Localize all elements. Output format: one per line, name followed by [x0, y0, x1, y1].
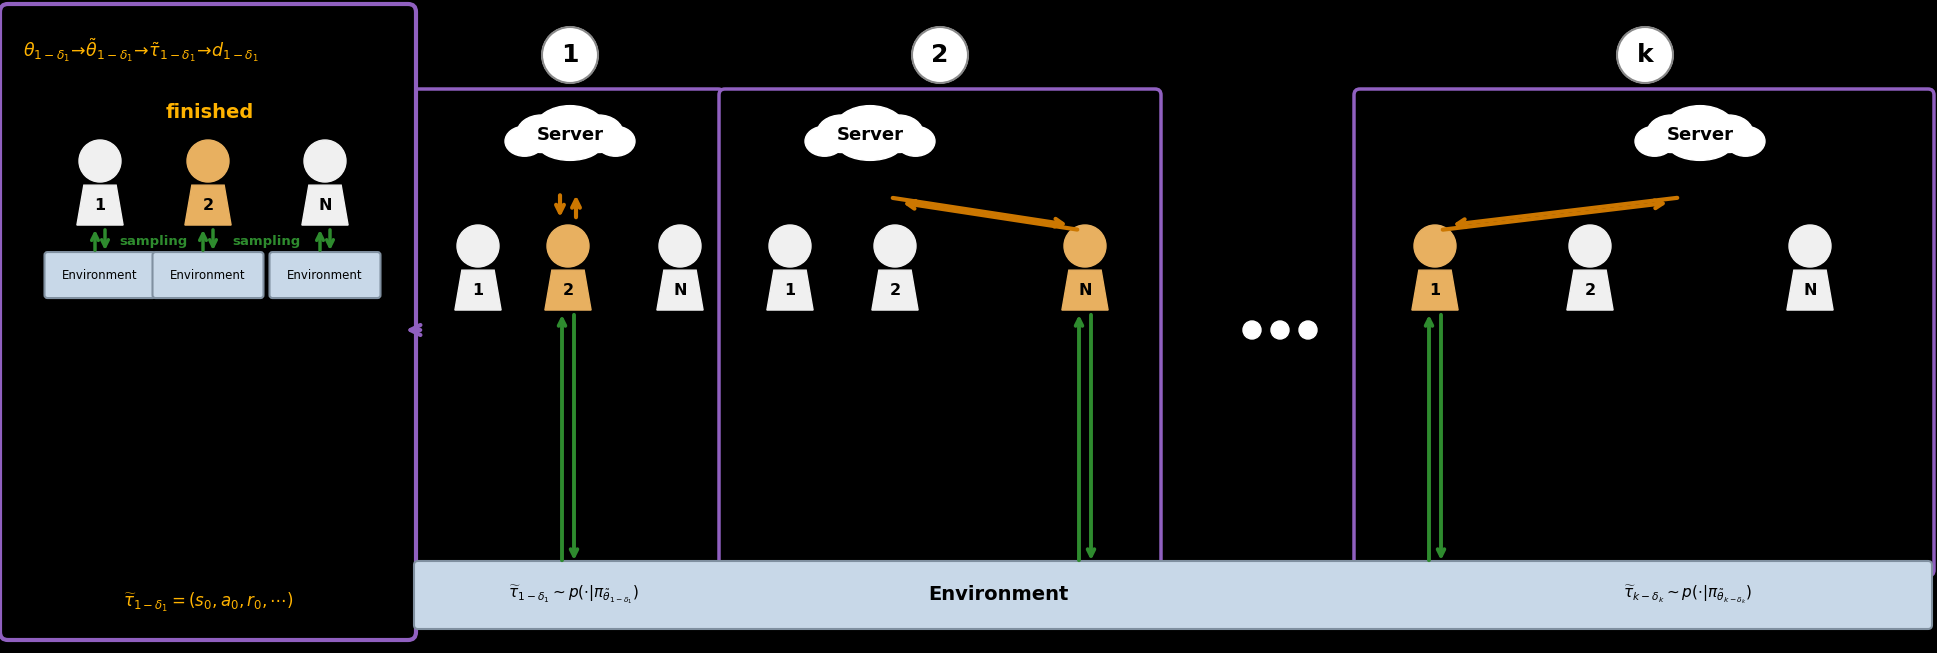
- Circle shape: [1790, 225, 1830, 267]
- Ellipse shape: [837, 127, 903, 161]
- FancyBboxPatch shape: [719, 89, 1160, 576]
- Circle shape: [1569, 225, 1612, 267]
- Ellipse shape: [897, 126, 936, 156]
- Text: Environment: Environment: [170, 268, 246, 281]
- Circle shape: [912, 27, 968, 83]
- Ellipse shape: [506, 126, 544, 156]
- Text: 2: 2: [932, 43, 949, 67]
- Ellipse shape: [806, 126, 845, 156]
- Polygon shape: [1412, 270, 1459, 310]
- Text: $\theta_{1-\delta_1} \!\rightarrow\! \tilde{\theta}_{1-\delta_1} \!\rightarrow\!: $\theta_{1-\delta_1} \!\rightarrow\! \ti…: [23, 37, 260, 64]
- Circle shape: [1617, 27, 1674, 83]
- Polygon shape: [1788, 270, 1832, 310]
- FancyBboxPatch shape: [45, 252, 155, 298]
- Ellipse shape: [817, 115, 866, 153]
- Ellipse shape: [597, 126, 635, 156]
- Text: Environment: Environment: [928, 586, 1067, 605]
- Text: 1: 1: [784, 283, 796, 298]
- Circle shape: [1414, 225, 1457, 267]
- Ellipse shape: [1646, 115, 1697, 153]
- Polygon shape: [1567, 270, 1614, 310]
- Circle shape: [659, 225, 701, 267]
- Polygon shape: [302, 185, 349, 225]
- Text: N: N: [1079, 283, 1092, 298]
- Circle shape: [1300, 321, 1317, 339]
- Text: $\widetilde{\tau}_{1-\delta_1} \sim p(\cdot|\pi_{\tilde{\theta}_{1-\delta_1}})$: $\widetilde{\tau}_{1-\delta_1} \sim p(\c…: [507, 584, 639, 606]
- Text: finished: finished: [167, 103, 254, 121]
- FancyBboxPatch shape: [1354, 89, 1933, 576]
- FancyBboxPatch shape: [413, 89, 724, 576]
- Polygon shape: [1061, 270, 1108, 310]
- Circle shape: [457, 225, 500, 267]
- Circle shape: [546, 225, 589, 267]
- Ellipse shape: [874, 115, 924, 153]
- Polygon shape: [77, 185, 124, 225]
- Circle shape: [1271, 321, 1288, 339]
- Text: N: N: [674, 283, 688, 298]
- Ellipse shape: [517, 115, 566, 153]
- Text: 1: 1: [473, 283, 484, 298]
- Text: sampling: sampling: [120, 234, 188, 247]
- Text: Environment: Environment: [62, 268, 138, 281]
- FancyBboxPatch shape: [0, 4, 416, 640]
- FancyBboxPatch shape: [269, 252, 380, 298]
- Text: N: N: [318, 198, 331, 213]
- Polygon shape: [184, 185, 231, 225]
- Text: Server: Server: [837, 126, 903, 144]
- Text: $\widetilde{\tau}_{1-\delta_1} = (s_0, a_0, r_0, \cdots)$: $\widetilde{\tau}_{1-\delta_1} = (s_0, a…: [122, 590, 292, 614]
- Circle shape: [79, 140, 120, 182]
- Text: Server: Server: [1666, 126, 1734, 144]
- Circle shape: [542, 27, 599, 83]
- Circle shape: [769, 225, 812, 267]
- Polygon shape: [767, 270, 814, 310]
- Polygon shape: [657, 270, 703, 310]
- Circle shape: [304, 140, 347, 182]
- Text: $\widetilde{\tau}_{k-\delta_k} \sim p(\cdot|\pi_{\tilde{\theta}_{k-\delta_k}})$: $\widetilde{\tau}_{k-\delta_k} \sim p(\c…: [1623, 584, 1753, 606]
- Polygon shape: [544, 270, 591, 310]
- Ellipse shape: [1664, 106, 1736, 154]
- Ellipse shape: [835, 106, 907, 154]
- Text: Server: Server: [537, 126, 604, 144]
- Text: 2: 2: [889, 283, 901, 298]
- Text: N: N: [1803, 283, 1817, 298]
- Ellipse shape: [573, 115, 624, 153]
- FancyBboxPatch shape: [153, 252, 263, 298]
- Ellipse shape: [1705, 115, 1753, 153]
- Polygon shape: [872, 270, 918, 310]
- Text: sampling: sampling: [232, 234, 300, 247]
- Text: Environment: Environment: [287, 268, 362, 281]
- Text: 2: 2: [203, 198, 213, 213]
- Ellipse shape: [537, 127, 602, 161]
- Ellipse shape: [535, 106, 606, 154]
- Circle shape: [1063, 225, 1106, 267]
- FancyBboxPatch shape: [415, 561, 1931, 629]
- Ellipse shape: [1668, 127, 1732, 161]
- Polygon shape: [455, 270, 502, 310]
- Ellipse shape: [1635, 126, 1674, 156]
- Ellipse shape: [1726, 126, 1765, 156]
- Circle shape: [1244, 321, 1261, 339]
- Text: 1: 1: [95, 198, 105, 213]
- Circle shape: [188, 140, 229, 182]
- Text: 2: 2: [562, 283, 573, 298]
- Text: 1: 1: [562, 43, 579, 67]
- Circle shape: [874, 225, 916, 267]
- Text: 2: 2: [1584, 283, 1596, 298]
- Text: 1: 1: [1430, 283, 1441, 298]
- Text: k: k: [1637, 43, 1654, 67]
